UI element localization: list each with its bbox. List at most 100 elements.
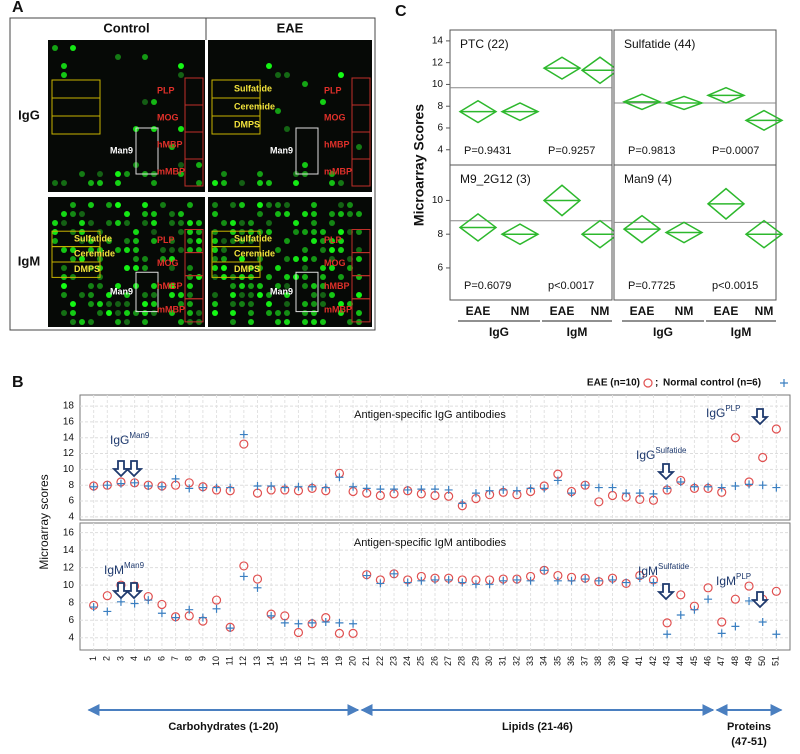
antigen-label: hMBP [324,139,350,149]
data-point [212,483,221,492]
data-point [157,609,166,618]
array-spot [266,301,272,307]
array-spot [61,265,67,271]
array-spot [221,256,227,262]
y-tick-label: 4 [68,632,74,643]
data-point [171,474,180,483]
array-spot [79,256,85,262]
array-spot [124,301,130,307]
array-spot [284,292,290,298]
array-spot [169,256,175,262]
array-spot [329,256,335,262]
spot-box [211,115,261,135]
array-spot [302,310,308,316]
x-tick-label: 28 [457,656,467,666]
data-point [157,599,167,610]
y-tick-label: 6 [68,496,74,507]
array-spot [142,211,148,217]
array-spot [311,256,317,262]
array-spot [329,292,335,298]
antigen-label: MOG [324,258,346,268]
array-spot [178,126,184,132]
data-point [293,627,304,638]
array-spot [221,171,227,177]
array-spot [124,292,130,298]
array-spot [230,319,236,325]
data-point [730,433,740,443]
array-spot [115,180,121,186]
array-spot [356,292,362,298]
group-label: (47-51) [731,736,767,748]
antigen-label: PLP [324,235,342,245]
data-point [649,578,658,587]
data-point [130,478,139,487]
data-point [717,629,726,638]
array-spot [151,283,157,289]
callout-arrow [656,583,676,601]
array-spot [356,211,362,217]
array-spot [356,247,362,253]
spot-box [351,298,371,323]
x-tick-label: NM [675,304,694,318]
callout-arrow [124,460,144,478]
data-point [444,575,453,584]
array-spot [311,229,317,235]
x-tick-label: 27 [443,656,453,666]
annotation-superscript: PLP [725,404,740,413]
data-point [704,595,713,604]
array-spot [187,202,193,208]
array-spot [178,63,184,69]
x-tick-label: 31 [498,656,508,666]
array-spot [320,265,326,271]
data-point [772,483,781,492]
array-spot [52,45,58,51]
array-spot [70,202,76,208]
array-spot [151,180,157,186]
plot-title: Sulfatide (44) [624,37,695,51]
array-spot [275,108,281,114]
array-spot [151,229,157,235]
data-point [308,618,317,627]
data-point [198,483,207,492]
array-spot [284,202,290,208]
data-point [226,624,235,633]
array-spot [230,292,236,298]
array-spot [293,220,299,226]
data-point [144,481,153,490]
legend-label: Normal control (n=6) [663,378,761,389]
data-point [690,482,699,491]
p-value: p<0.0015 [712,280,758,292]
array-spot [142,256,148,262]
array-spot [88,220,94,226]
data-point [553,476,562,485]
array-spot [248,265,254,271]
array-spot [124,319,130,325]
array-spot [338,247,344,253]
legend-swatch [643,378,653,388]
array-spot [239,256,245,262]
antigen-label: MOG [324,112,346,122]
y-tick-label: 18 [63,401,75,412]
array-spot [70,310,76,316]
plot-title: PTC (22) [460,37,509,51]
array-spot [311,220,317,226]
array-spot [79,238,85,244]
x-tick-label: 26 [429,656,439,666]
array-spot [329,247,335,253]
data-point [717,483,726,492]
array-spot [248,220,254,226]
x-tick-label: 25 [416,656,426,666]
y-tick-label: 16 [63,417,75,428]
antigen-label: hMBP [157,139,183,149]
x-tick-label: 22 [375,656,385,666]
data-point [458,578,467,587]
annotation-text: IgM [104,563,124,577]
array-spot [212,238,218,244]
array-spot [302,283,308,289]
annotation-superscript: Man9 [129,431,150,440]
array-spot [338,202,344,208]
x-tick-label: 51 [771,656,781,666]
array-spot [275,211,281,217]
array-spot [230,310,236,316]
array-spot [302,319,308,325]
